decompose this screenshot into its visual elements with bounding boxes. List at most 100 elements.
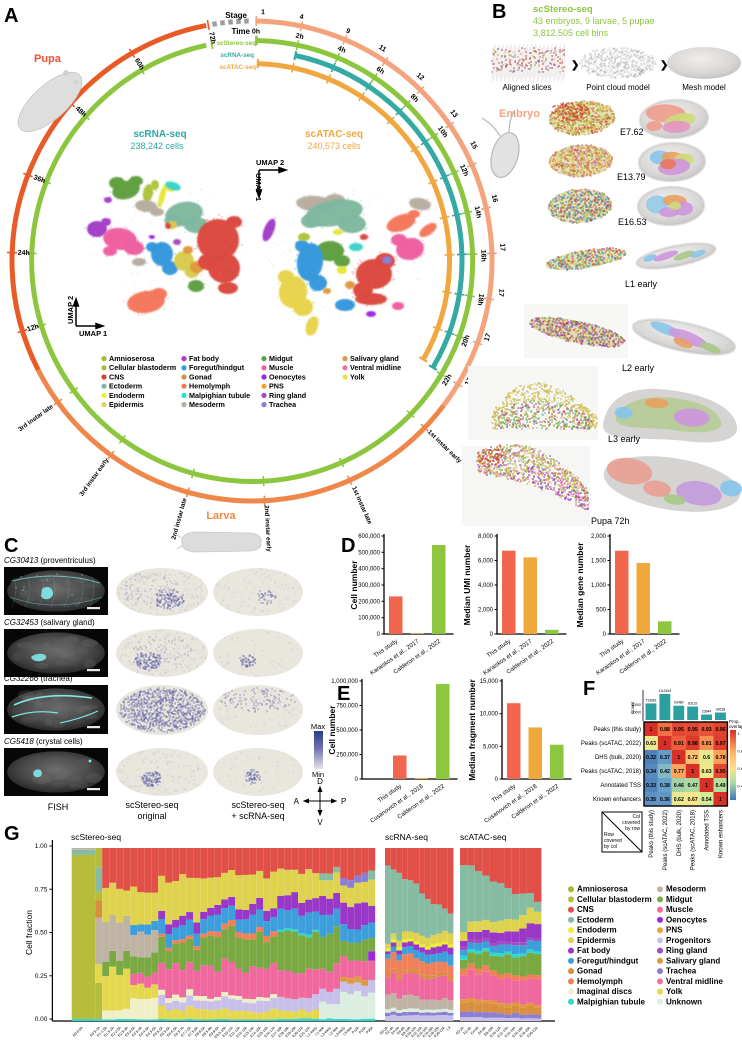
svg-text:Midgut: Midgut: [269, 354, 293, 363]
svg-text:by col: by col: [604, 844, 617, 850]
svg-text:0: 0: [495, 777, 499, 783]
svg-text:L2-late: L2-late: [328, 1026, 339, 1037]
svg-text:E16.53: E16.53: [618, 217, 647, 227]
svg-text:Cell fraction: Cell fraction: [24, 910, 34, 955]
svg-text:L2 early: L2 early: [622, 363, 655, 373]
svg-text:Ring gland: Ring gland: [666, 946, 707, 955]
svg-text:Trachea: Trachea: [269, 400, 297, 409]
svg-text:UMAP 2: UMAP 2: [66, 296, 75, 324]
svg-text:100,000: 100,000: [358, 616, 380, 622]
svg-text:Muscle: Muscle: [666, 905, 694, 914]
svg-text:CG30413 (proventriculus): CG30413 (proventriculus): [4, 556, 96, 565]
svg-text:E0.5-1h: E0.5-1h: [89, 1026, 101, 1038]
svg-text:Muscle: Muscle: [269, 363, 293, 372]
svg-text:E8.5-9h: E8.5-9h: [201, 1026, 213, 1038]
svg-text:1.00: 1.00: [35, 843, 48, 850]
svg-text:0.95: 0.95: [674, 727, 684, 733]
svg-text:1,500: 1,500: [591, 559, 607, 565]
svg-text:1: 1: [261, 9, 265, 16]
svg-text:Stage: Stage: [225, 11, 247, 20]
svg-text:Fat body: Fat body: [189, 354, 219, 363]
svg-text:scRNA-seq: scRNA-seq: [220, 52, 254, 59]
svg-text:250,000: 250,000: [336, 753, 358, 759]
svg-text:2h: 2h: [295, 33, 304, 42]
svg-text:Imaginal discs: Imaginal discs: [577, 987, 633, 996]
svg-text:36h: 36h: [32, 174, 46, 185]
svg-text:Known enhancers: Known enhancers: [719, 810, 725, 858]
svg-text:A: A: [294, 797, 300, 806]
svg-text:E3.5-4h: E3.5-4h: [131, 1026, 143, 1038]
svg-text:1,000: 1,000: [591, 583, 607, 589]
svg-text:Peaks (scATAC, 2018): Peaks (scATAC, 2018): [691, 810, 697, 870]
svg-text:CNS: CNS: [577, 905, 595, 914]
svg-text:Salivary gland: Salivary gland: [666, 956, 720, 965]
svg-text:600,000: 600,000: [358, 534, 380, 540]
svg-text:P: P: [341, 797, 346, 806]
svg-text:18h: 18h: [476, 293, 485, 306]
svg-text:E6-8h: E6-8h: [396, 1026, 406, 1036]
svg-text:Aligned slices: Aligned slices: [503, 83, 552, 92]
svg-text:covered: covered: [622, 820, 640, 826]
svg-text:0.36: 0.36: [660, 797, 670, 803]
svg-text:E0-0.5h: E0-0.5h: [72, 1026, 84, 1038]
svg-text:E6-8h: E6-8h: [477, 1026, 487, 1036]
svg-text:Min: Min: [312, 770, 324, 779]
svg-text:Peaks (this study): Peaks (this study): [593, 727, 641, 733]
svg-text:scRNA-seq: scRNA-seq: [133, 129, 186, 140]
svg-text:E4-4.5h: E4-4.5h: [138, 1026, 150, 1038]
svg-text:L1 early: L1 early: [625, 279, 658, 289]
svg-text:500,000: 500,000: [336, 728, 358, 734]
svg-text:Endoderm: Endoderm: [577, 926, 617, 935]
svg-text:8,000: 8,000: [478, 534, 494, 540]
svg-text:0h: 0h: [252, 28, 260, 35]
svg-text:200,000: 200,000: [358, 599, 380, 605]
svg-text:300,000: 300,000: [358, 583, 380, 589]
svg-text:9: 9: [345, 28, 351, 36]
svg-text:DHS (bulk, 2020): DHS (bulk, 2020): [677, 810, 683, 856]
svg-text:Annotated TSS: Annotated TSS: [600, 783, 641, 789]
svg-text:0: 0: [355, 777, 359, 783]
svg-text:23944: 23944: [702, 710, 712, 714]
svg-text:UMAP 1: UMAP 1: [79, 329, 107, 338]
svg-text:Endoderm: Endoderm: [109, 391, 145, 400]
svg-text:scATAC-seq: scATAC-seq: [460, 832, 507, 842]
svg-text:Malpighian tubule: Malpighian tubule: [577, 997, 646, 1006]
svg-text:P24h: P24h: [358, 1026, 367, 1035]
svg-text:scStereo-seq: scStereo-seq: [533, 4, 593, 15]
svg-text:0.54: 0.54: [702, 797, 712, 803]
svg-text:Fat body: Fat body: [577, 946, 611, 955]
svg-text:0.95: 0.95: [715, 769, 725, 775]
svg-text:scStereo-seq: scStereo-seq: [71, 832, 121, 842]
svg-text:original: original: [137, 811, 166, 821]
svg-text:P36h: P36h: [365, 1026, 374, 1035]
svg-text:0.75: 0.75: [35, 887, 48, 894]
svg-text:0.97: 0.97: [715, 741, 725, 747]
svg-text:0.72: 0.72: [688, 755, 698, 761]
svg-text:Foregut/hindgut: Foregut/hindgut: [189, 363, 245, 372]
svg-text:E8-10h: E8-10h: [400, 1026, 411, 1037]
svg-text:E6.5-7h: E6.5-7h: [173, 1026, 185, 1038]
svg-text:Progenitors: Progenitors: [666, 936, 711, 945]
svg-text:16h: 16h: [479, 250, 486, 262]
svg-text:83132: 83132: [688, 702, 698, 706]
svg-text:C: C: [4, 535, 18, 557]
svg-text:0.33: 0.33: [646, 783, 656, 789]
svg-text:11: 11: [377, 44, 387, 54]
svg-text:15: 15: [468, 140, 478, 150]
svg-text:0.67: 0.67: [688, 797, 698, 803]
svg-text:0.77: 0.77: [674, 769, 684, 775]
svg-text:Median UMI number: Median UMI number: [462, 544, 472, 625]
svg-text:L3-late: L3-late: [342, 1026, 353, 1037]
svg-text:CG32453 (salivary gland): CG32453 (salivary gland): [4, 618, 95, 627]
svg-text:Peaks (scATAC, 2018): Peaks (scATAC, 2018): [581, 769, 641, 775]
svg-text:Cellular blastoderm: Cellular blastoderm: [109, 363, 176, 372]
svg-text:scStereo-seq: scStereo-seq: [125, 800, 178, 810]
svg-text:1: 1: [705, 783, 708, 789]
svg-text:0.63: 0.63: [702, 769, 712, 775]
svg-text:Oenocytes: Oenocytes: [269, 372, 306, 381]
svg-text:0.4: 0.4: [738, 784, 742, 789]
svg-text:17: 17: [498, 243, 505, 251]
svg-text:0.37: 0.37: [660, 755, 670, 761]
svg-text:E2-4h: E2-4h: [385, 1026, 395, 1036]
svg-text:Gonad: Gonad: [189, 372, 212, 381]
